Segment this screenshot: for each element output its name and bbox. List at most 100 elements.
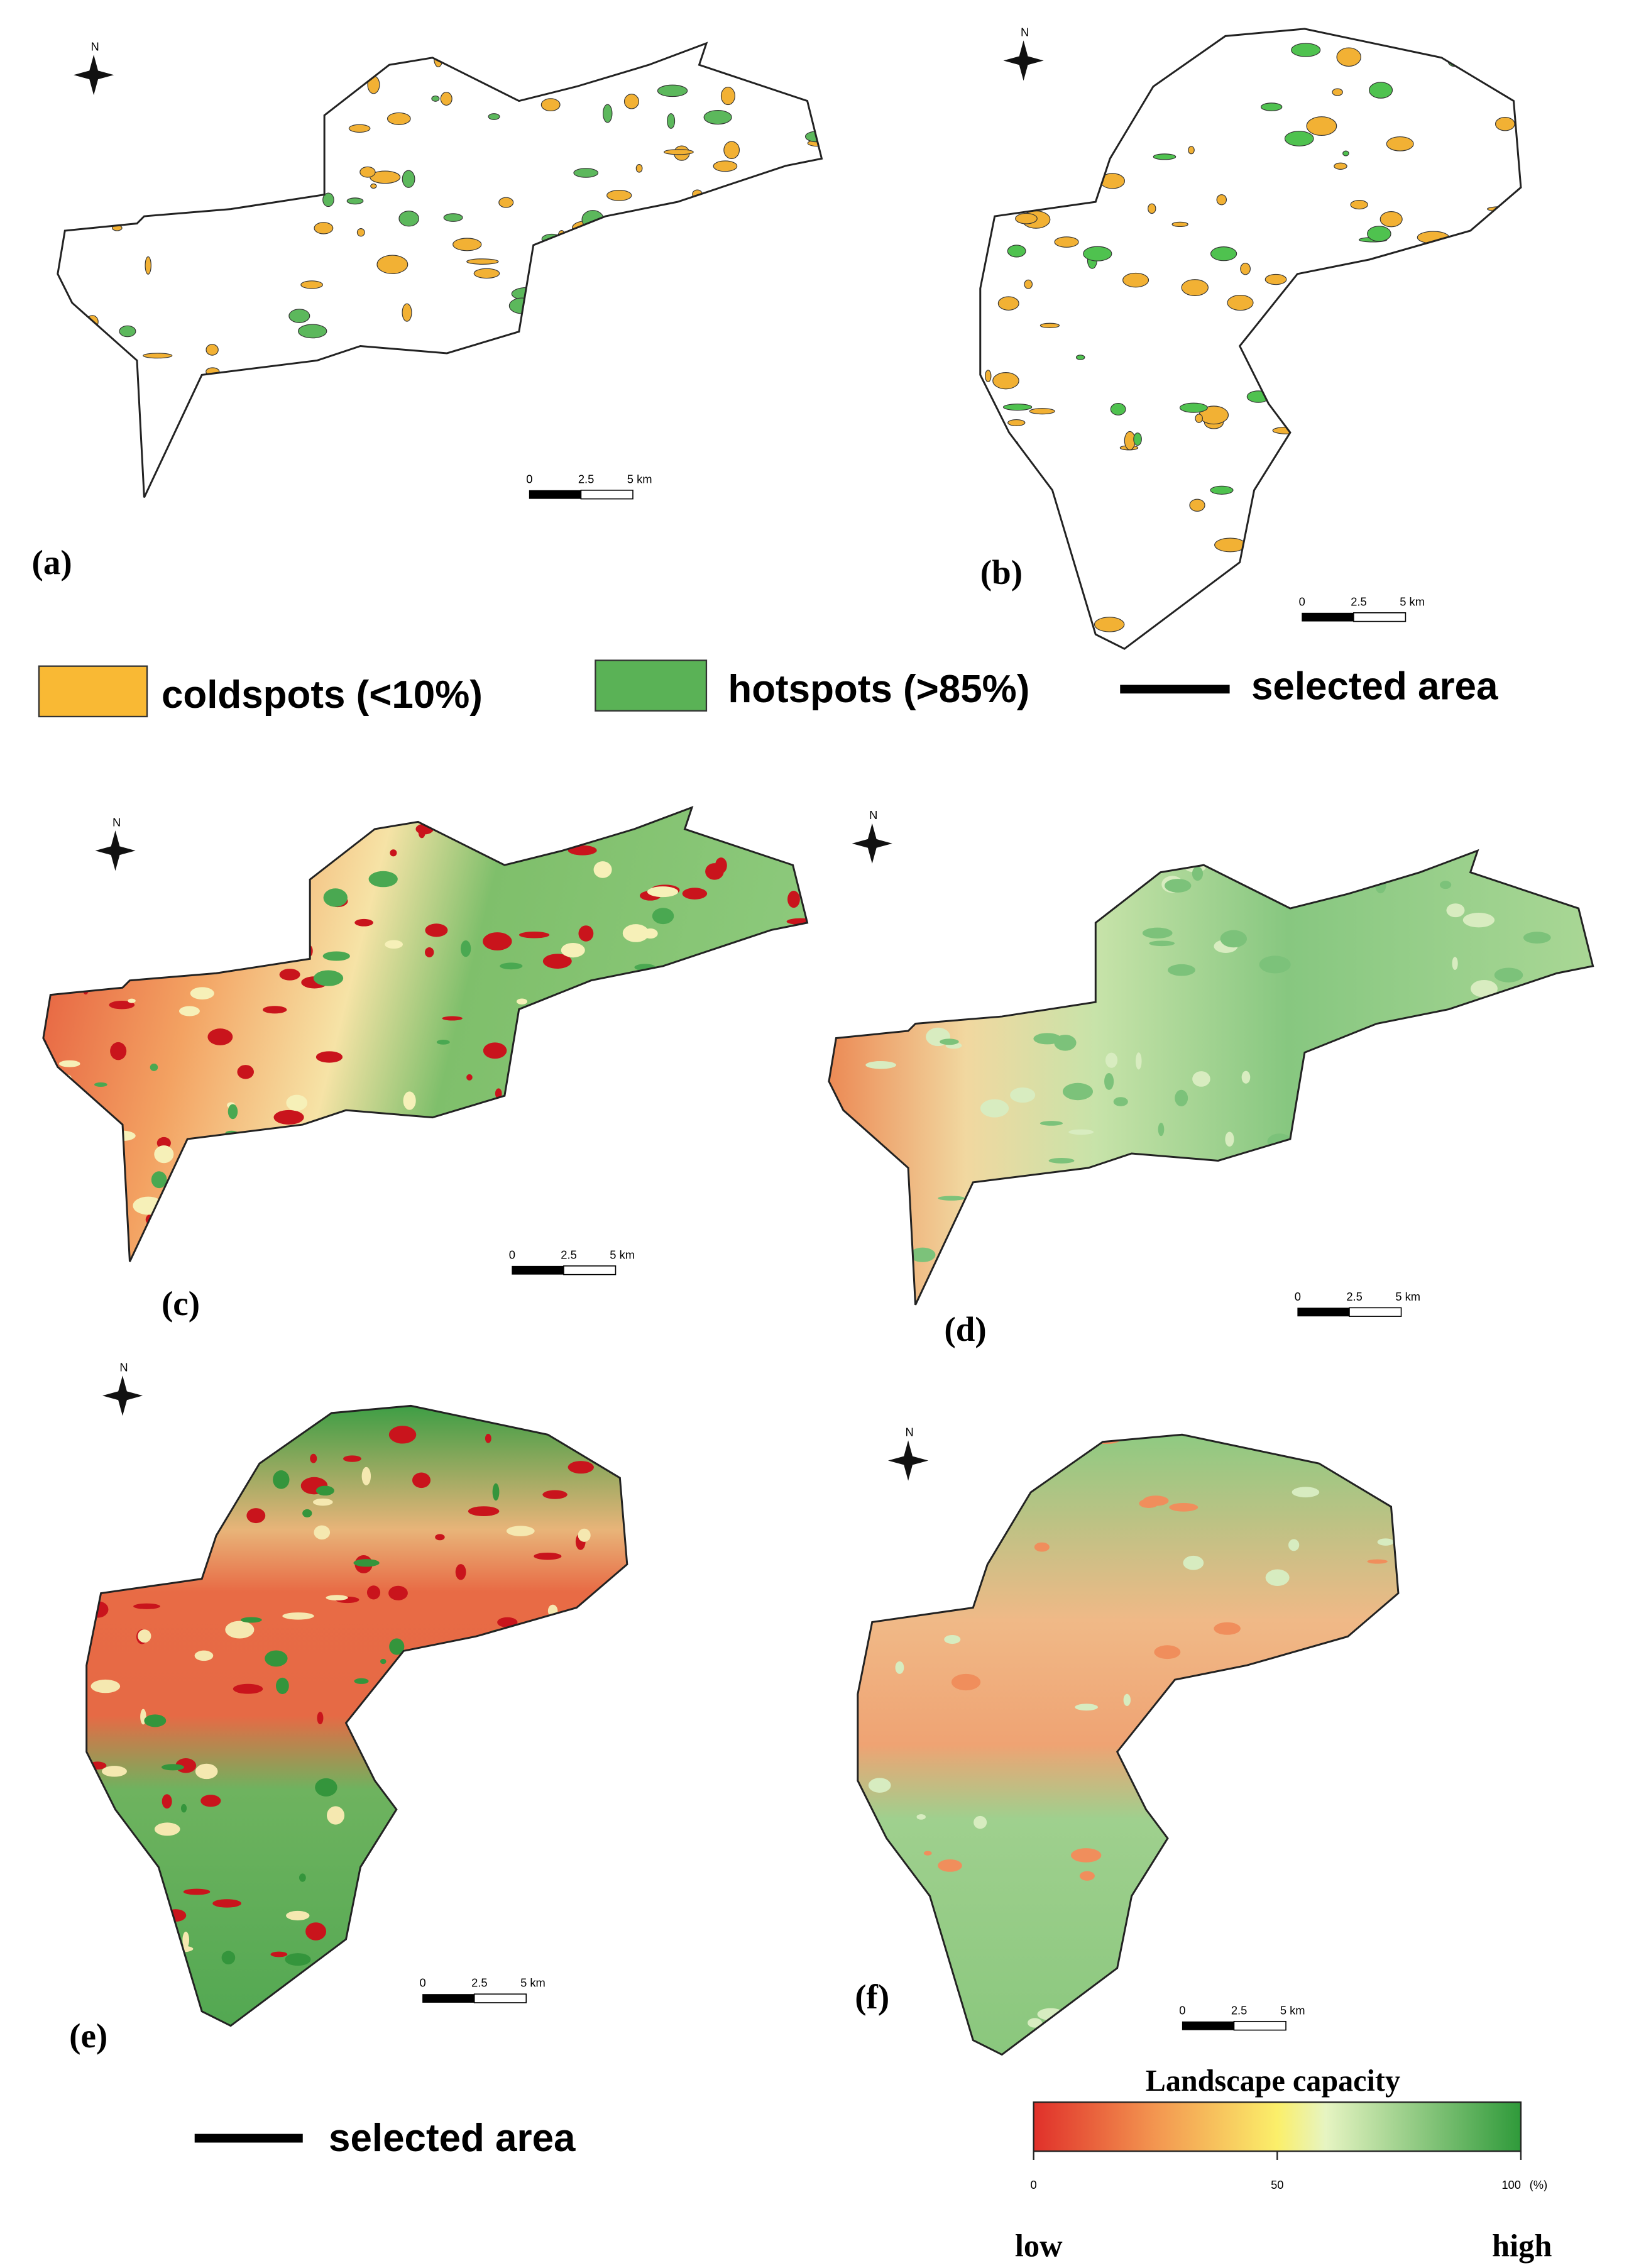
land-patch xyxy=(1327,483,1356,495)
land-patch xyxy=(370,183,377,189)
land-patch xyxy=(119,325,136,338)
land-patch xyxy=(402,170,415,188)
land-patch xyxy=(576,2018,599,2024)
land-patch xyxy=(315,1778,337,1797)
legend-label: coldspots (<10%) xyxy=(162,673,483,717)
land-patch xyxy=(909,1247,936,1262)
land-patch xyxy=(258,1131,277,1144)
land-patch xyxy=(682,888,708,900)
land-patch xyxy=(154,1822,180,1836)
land-patch xyxy=(1028,2018,1043,2028)
land-patch xyxy=(897,865,926,870)
land-patch xyxy=(540,453,548,471)
land-patch xyxy=(1038,978,1067,989)
land-patch xyxy=(542,954,572,969)
land-patch xyxy=(322,192,334,207)
land-patch xyxy=(777,1182,807,1201)
land-patch xyxy=(425,947,434,958)
land-patch xyxy=(273,1470,290,1489)
land-patch xyxy=(99,1186,112,1194)
panel-label: (e) xyxy=(69,2017,107,2055)
land-patch xyxy=(1471,1252,1479,1262)
land-patch xyxy=(435,1534,445,1541)
land-patch xyxy=(608,1130,619,1138)
land-patch xyxy=(1494,967,1523,983)
land-patch xyxy=(154,1145,174,1164)
land-patch xyxy=(1466,28,1498,43)
panel-label: (a) xyxy=(32,543,72,581)
land-patch xyxy=(725,218,738,230)
land-patch xyxy=(716,1206,732,1218)
land-patch xyxy=(326,1595,348,1601)
land-patch xyxy=(723,141,740,159)
land-patch xyxy=(1452,957,1458,971)
land-patch xyxy=(1048,1158,1075,1164)
land-patch xyxy=(418,827,425,839)
land-patch xyxy=(1449,435,1474,453)
land-patch xyxy=(138,1629,151,1643)
map-panel xyxy=(43,807,808,1262)
map-outline xyxy=(85,1404,628,2027)
land-patch xyxy=(403,1091,416,1110)
land-patch xyxy=(286,1094,308,1111)
land-patch xyxy=(356,228,365,237)
land-patch xyxy=(1453,1164,1481,1169)
land-patch xyxy=(1377,1538,1394,1546)
map-region xyxy=(57,43,822,498)
land-patch xyxy=(1418,465,1445,471)
land-patch xyxy=(603,1091,619,1108)
land-patch xyxy=(171,943,189,960)
land-patch xyxy=(907,918,918,925)
land-patch xyxy=(202,148,230,155)
land-patch xyxy=(1011,1462,1037,1475)
land-patch xyxy=(466,1895,480,1914)
map-outline xyxy=(57,41,823,498)
land-patch xyxy=(1189,498,1205,512)
land-patch xyxy=(1007,245,1026,258)
land-patch xyxy=(104,43,128,48)
land-patch xyxy=(583,373,606,380)
land-patch xyxy=(358,1989,390,1994)
land-patch xyxy=(603,1108,628,1113)
land-patch xyxy=(785,1182,796,1201)
land-patch xyxy=(1002,488,1019,504)
land-patch xyxy=(598,451,628,460)
land-patch xyxy=(607,277,623,294)
land-patch xyxy=(500,1223,528,1240)
land-patch xyxy=(207,1028,233,1045)
land-patch xyxy=(1360,1636,1369,1648)
land-patch xyxy=(498,197,514,208)
land-patch xyxy=(431,95,440,102)
land-patch xyxy=(488,113,500,120)
land-patch xyxy=(1161,622,1187,642)
land-patch xyxy=(181,71,195,86)
land-patch xyxy=(1173,2034,1203,2052)
land-patch xyxy=(259,840,273,847)
land-patch xyxy=(581,447,593,455)
scale-label: 2.5 xyxy=(1351,595,1366,608)
land-patch xyxy=(489,1629,512,1638)
land-patch xyxy=(1556,1021,1577,1028)
land-patch xyxy=(787,891,800,908)
land-patch xyxy=(327,2017,353,2025)
land-patch xyxy=(417,1795,427,1808)
colorbar-tick-label: 0 xyxy=(1031,2178,1037,2191)
land-patch xyxy=(1367,1478,1393,1491)
land-patch xyxy=(1336,402,1353,419)
land-patch xyxy=(669,1045,701,1064)
land-patch xyxy=(388,1585,408,1600)
land-patch xyxy=(1440,881,1452,889)
land-patch xyxy=(542,1490,568,1499)
land-patch xyxy=(145,256,151,275)
scale-bar-light xyxy=(580,490,634,500)
scale-label: 0 xyxy=(1295,1290,1301,1303)
land-patch xyxy=(346,197,364,205)
land-patch xyxy=(624,48,639,62)
land-patch xyxy=(763,219,788,228)
land-patch xyxy=(532,270,552,285)
land-patch xyxy=(361,1467,371,1485)
land-patch xyxy=(43,1238,61,1254)
land-patch xyxy=(561,943,585,958)
land-patch xyxy=(1039,322,1060,329)
land-patch xyxy=(514,469,526,476)
